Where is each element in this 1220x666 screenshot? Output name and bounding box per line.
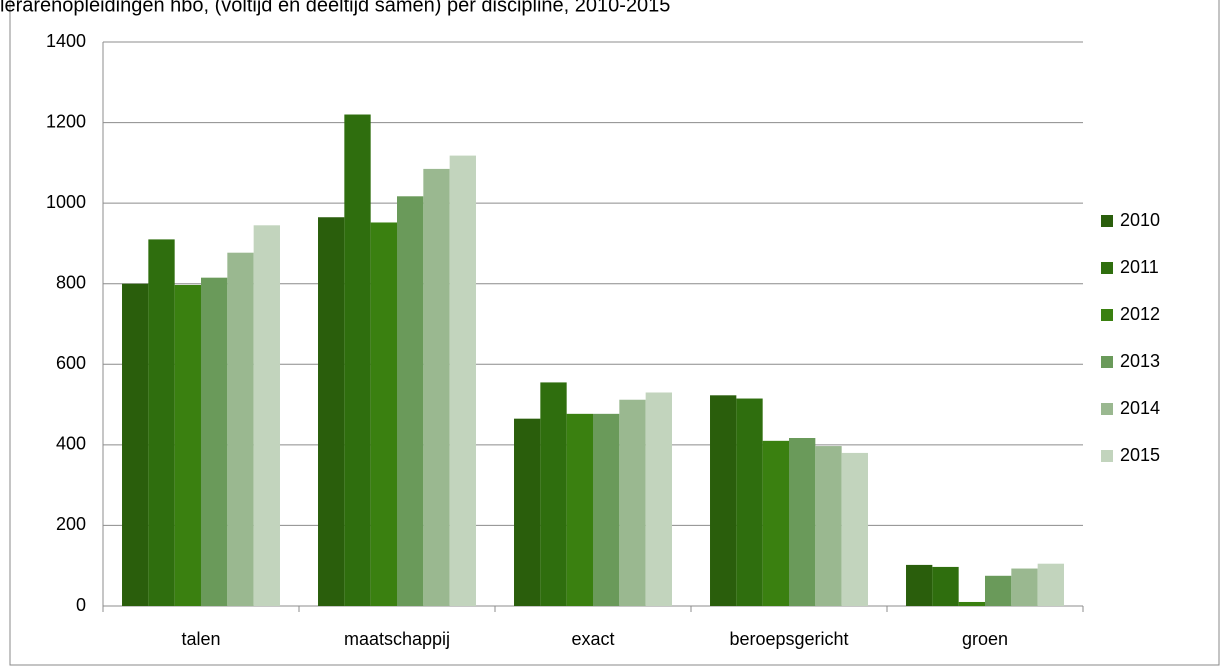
x-tick-label: exact: [571, 629, 614, 649]
bar: [344, 114, 371, 606]
bar: [423, 168, 450, 606]
bar: [815, 446, 842, 606]
chart-border: [9, 0, 1220, 666]
bar: [932, 566, 959, 606]
y-tick-label: 1000: [46, 192, 86, 212]
legend-label: 2010: [1120, 210, 1160, 230]
bar: [201, 277, 228, 606]
bar: [1037, 563, 1064, 606]
bar: [619, 399, 646, 606]
y-tick-label: 200: [56, 514, 86, 534]
x-tick-label: maatschappij: [344, 629, 450, 649]
bar: [906, 564, 933, 606]
bar: [514, 418, 541, 606]
legend-swatch: [1101, 450, 1113, 462]
bar: [762, 440, 789, 606]
legend-swatch: [1101, 403, 1113, 415]
bar: [397, 196, 424, 606]
legend-label: 2011: [1120, 257, 1159, 277]
y-tick-label: 400: [56, 434, 86, 454]
y-tick-label: 1200: [46, 111, 86, 131]
legend-swatch: [1101, 215, 1113, 227]
y-tick-label: 1400: [46, 31, 86, 51]
legend-label: 2012: [1120, 304, 1160, 324]
y-tick-label: 800: [56, 272, 86, 292]
x-tick-label: groen: [962, 629, 1008, 649]
bar: [958, 601, 985, 606]
bar: [985, 575, 1012, 606]
bar: [645, 392, 672, 606]
bar: [318, 217, 345, 606]
x-tick-label: talen: [181, 629, 220, 649]
bar: [148, 239, 175, 606]
bar: [736, 398, 763, 606]
bar: [370, 222, 397, 607]
bar: [1011, 568, 1038, 606]
bar: [593, 413, 620, 606]
legend-label: 2013: [1120, 351, 1160, 371]
bar: [710, 395, 737, 606]
y-tick-label: 600: [56, 353, 86, 373]
bar: [789, 438, 816, 606]
bar: [122, 283, 149, 606]
legend-label: 2015: [1120, 445, 1160, 465]
bar: [227, 252, 254, 607]
legend-label: 2014: [1120, 398, 1160, 418]
chart-title: lerarenopleidingen hbo, (voltijd en deel…: [0, 0, 670, 16]
x-tick-label: beroepsgericht: [729, 629, 848, 649]
legend-swatch: [1101, 356, 1113, 368]
legend-swatch: [1101, 262, 1113, 274]
bar: [253, 225, 280, 607]
y-tick-label: 0: [76, 595, 86, 615]
bar: [174, 284, 201, 606]
bar: [566, 413, 593, 606]
bar: [540, 382, 567, 606]
bar: [841, 452, 868, 606]
bar: [449, 155, 476, 606]
legend-swatch: [1101, 309, 1113, 321]
